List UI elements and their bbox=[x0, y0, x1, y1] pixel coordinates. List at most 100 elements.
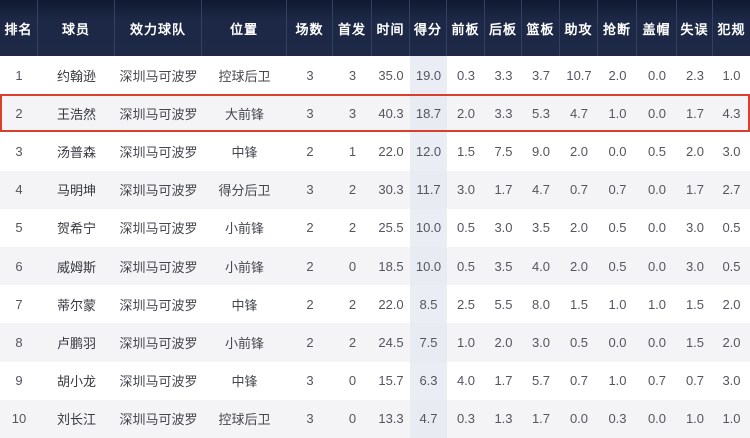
cell-turnovers: 1.5 bbox=[685, 296, 705, 312]
header-cell-rebounds: 篮板 bbox=[522, 0, 560, 56]
cell-rebounds: 5.3 bbox=[531, 105, 551, 121]
cell-minutes: 24.5 bbox=[378, 334, 404, 350]
player-row-5[interactable]: 5 贺希宁 深圳马可波罗 小前锋 2 2 25.5 10.0 0.5 3.0 3.5 2.0 0.5 0.… bbox=[0, 208, 750, 247]
header-cell-minutes: 时间 bbox=[372, 0, 410, 56]
player-row-3[interactable]: 3 汤普森 深圳马可波罗 中锋 2 1 22.0 12.0 1.5 7.5 9.0 2.0 0.0 0.5… bbox=[0, 132, 750, 171]
cell-points: 4.7 bbox=[410, 399, 447, 438]
cell-steals: 0.5 bbox=[608, 258, 627, 274]
cell-rank: 5 bbox=[15, 220, 23, 236]
cell-rebounds: 8.0 bbox=[531, 296, 551, 312]
cell-player: 胡小龙 bbox=[56, 374, 96, 390]
cell-team: 深圳马可波罗 bbox=[119, 68, 198, 84]
header-cell-steals: 抢断 bbox=[598, 0, 637, 56]
cell-rank: 4 bbox=[15, 182, 23, 198]
cell-fouls: 2.7 bbox=[722, 182, 741, 198]
cell-fouls: 4.3 bbox=[722, 105, 741, 121]
player-row-10[interactable]: 10 刘长江 深圳马可波罗 控球后卫 3 0 13.3 4.7 0.3 1.3 1.7 0.0 0.3 0… bbox=[0, 399, 750, 438]
cell-rank: 1 bbox=[15, 67, 23, 83]
cell-def-rebounds: 1.7 bbox=[494, 373, 513, 389]
cell-turnovers: 1.5 bbox=[685, 334, 705, 350]
cell-starts: 1 bbox=[348, 143, 357, 159]
cell-def-rebounds: 3.0 bbox=[494, 220, 513, 236]
cell-player: 贺希宁 bbox=[56, 221, 96, 237]
cell-rebounds: 3.7 bbox=[531, 67, 551, 83]
cell-games: 2 bbox=[306, 334, 314, 350]
player-row-7[interactable]: 7 蒂尔蒙 深圳马可波罗 中锋 2 2 22.0 8.5 2.5 5.5 8.0 1.5 1.0 1.0 1… bbox=[0, 285, 750, 324]
cell-blocks: 0.5 bbox=[647, 143, 667, 159]
cell-player: 汤普森 bbox=[56, 144, 96, 160]
cell-fouls: 1.0 bbox=[722, 411, 741, 427]
cell-def-rebounds: 3.3 bbox=[494, 67, 513, 83]
cell-points: 6.3 bbox=[410, 361, 447, 400]
cell-starts: 0 bbox=[348, 373, 357, 389]
cell-team: 深圳马可波罗 bbox=[119, 106, 198, 122]
cell-rebounds: 1.7 bbox=[531, 411, 551, 427]
cell-assists: 10.7 bbox=[566, 67, 592, 83]
cell-off-rebounds: 0.5 bbox=[456, 220, 476, 236]
cell-points: 18.7 bbox=[410, 94, 447, 133]
cell-assists: 0.5 bbox=[569, 334, 589, 350]
cell-turnovers: 3.0 bbox=[685, 220, 705, 236]
cell-assists: 2.0 bbox=[569, 143, 589, 159]
cell-fouls: 3.0 bbox=[722, 373, 741, 389]
header-cell-assists: 助攻 bbox=[560, 0, 598, 56]
player-row-6[interactable]: 6 威姆斯 深圳马可波罗 小前锋 2 0 18.5 10.0 0.5 3.5 4.0 2.0 0.5 0.… bbox=[0, 246, 750, 286]
cell-games: 3 bbox=[306, 105, 314, 121]
cell-blocks: 0.0 bbox=[647, 411, 667, 427]
cell-rebounds: 4.7 bbox=[531, 182, 551, 198]
header-cell-starts: 首发 bbox=[333, 0, 372, 56]
cell-position: 大前锋 bbox=[224, 106, 264, 122]
cell-rank: 2 bbox=[15, 105, 23, 121]
cell-points: 8.5 bbox=[410, 285, 447, 324]
header-cell-turnovers: 失误 bbox=[677, 0, 713, 56]
cell-off-rebounds: 3.0 bbox=[456, 182, 476, 198]
cell-def-rebounds: 7.5 bbox=[494, 143, 513, 159]
cell-rank: 9 bbox=[15, 373, 23, 389]
cell-position: 控球后卫 bbox=[218, 68, 271, 84]
cell-fouls: 2.0 bbox=[722, 334, 741, 350]
cell-minutes: 30.3 bbox=[378, 182, 404, 198]
header-cell-def-rebounds: 后板 bbox=[485, 0, 522, 56]
cell-player: 刘长江 bbox=[56, 412, 96, 428]
cell-games: 2 bbox=[306, 296, 314, 312]
cell-off-rebounds: 0.5 bbox=[456, 258, 476, 274]
cell-starts: 2 bbox=[348, 182, 357, 198]
cell-rebounds: 4.0 bbox=[531, 258, 551, 274]
cell-points: 12.0 bbox=[410, 132, 447, 171]
player-row-8[interactable]: 8 卢鹏羽 深圳马可波罗 小前锋 2 2 24.5 7.5 1.0 2.0 3.0 0.5 0.0 0.0… bbox=[0, 323, 750, 362]
cell-player: 王浩然 bbox=[56, 106, 96, 122]
cell-turnovers: 0.7 bbox=[685, 373, 705, 389]
cell-minutes: 22.0 bbox=[378, 143, 404, 159]
cell-rank: 10 bbox=[11, 411, 27, 427]
header-cell-player: 球员 bbox=[38, 0, 115, 56]
cell-team: 深圳马可波罗 bbox=[119, 412, 198, 428]
cell-steals: 0.7 bbox=[608, 182, 627, 198]
player-row-4[interactable]: 4 马明坤 深圳马可波罗 得分后卫 3 2 30.3 11.7 3.0 1.7 4.7 0.7 0.7 0… bbox=[0, 170, 750, 209]
cell-def-rebounds: 2.0 bbox=[494, 334, 513, 350]
cell-steals: 1.0 bbox=[608, 296, 627, 312]
cell-fouls: 3.0 bbox=[722, 143, 741, 159]
cell-rebounds: 3.5 bbox=[531, 220, 551, 236]
cell-steals: 0.0 bbox=[608, 334, 627, 350]
cell-position: 得分后卫 bbox=[218, 183, 271, 199]
player-row-1[interactable]: 1 约翰逊 深圳马可波罗 控球后卫 3 3 35.0 19.0 0.3 3.3 3.7 10.7 2.0… bbox=[0, 56, 750, 95]
cell-position: 小前锋 bbox=[224, 335, 264, 351]
player-row-9[interactable]: 9 胡小龙 深圳马可波罗 中锋 3 0 15.7 6.3 4.0 1.7 5.7 0.7 1.0 0.7 0… bbox=[0, 361, 750, 400]
cell-position: 控球后卫 bbox=[218, 412, 271, 428]
cell-position: 小前锋 bbox=[224, 221, 264, 237]
header-cell-games: 场数 bbox=[287, 0, 333, 56]
cell-points: 10.0 bbox=[410, 246, 447, 286]
cell-games: 3 bbox=[306, 411, 314, 427]
cell-position: 中锋 bbox=[231, 144, 258, 160]
cell-starts: 3 bbox=[348, 105, 357, 121]
cell-team: 深圳马可波罗 bbox=[119, 297, 198, 313]
cell-games: 2 bbox=[306, 258, 314, 274]
cell-assists: 0.0 bbox=[569, 411, 589, 427]
cell-player: 马明坤 bbox=[56, 183, 96, 199]
cell-starts: 2 bbox=[348, 220, 357, 236]
cell-rebounds: 9.0 bbox=[531, 143, 551, 159]
player-row-2[interactable]: 2 王浩然 深圳马可波罗 大前锋 3 3 40.3 18.7 2.0 3.3 5.3 4.7 1.0 0.… bbox=[0, 94, 750, 133]
cell-position: 中锋 bbox=[231, 297, 258, 313]
cell-rank: 6 bbox=[15, 258, 23, 274]
cell-steals: 2.0 bbox=[608, 67, 627, 83]
